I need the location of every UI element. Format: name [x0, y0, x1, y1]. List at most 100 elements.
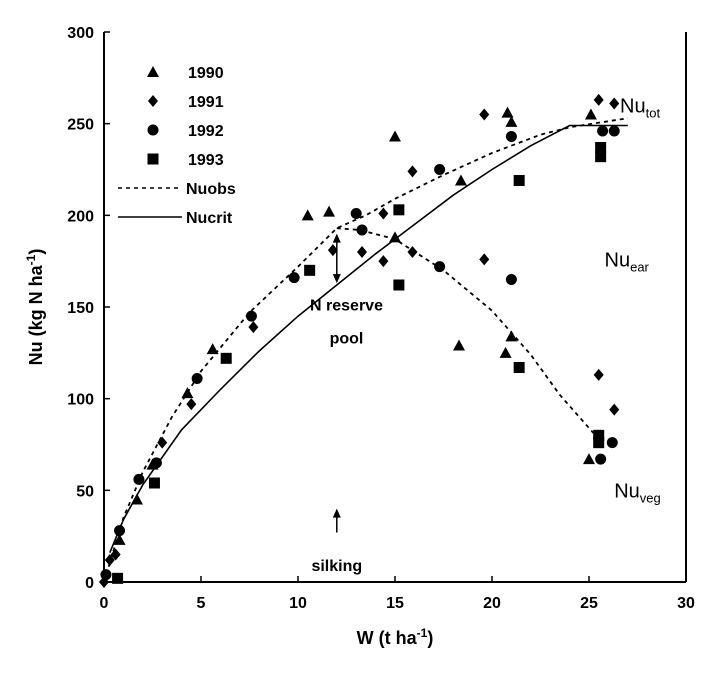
- data-point-diamond: [479, 108, 490, 121]
- data-point-circle: [133, 473, 145, 485]
- annotation-text: Nu: [605, 250, 631, 272]
- data-point-diamond: [407, 165, 418, 178]
- data-point-diamond: [407, 246, 418, 258]
- data-point-square: [220, 352, 232, 364]
- data-point-diamond: [609, 403, 620, 416]
- data-point-diamond: [479, 253, 490, 266]
- series-1991: [99, 93, 620, 588]
- data-point-square: [513, 362, 525, 373]
- data-point-diamond: [248, 321, 259, 334]
- x-label-part: W (t ha: [357, 628, 418, 648]
- data-point-square: [593, 437, 605, 449]
- data-point-diamond: [104, 554, 115, 566]
- x-tick-label: 5: [197, 595, 206, 612]
- x-axis-label: W (t ha-1): [357, 626, 434, 648]
- data-point-triangle: [583, 453, 595, 465]
- line-nuveg: [336, 227, 600, 440]
- x-label-part: ): [427, 628, 433, 648]
- data-point-triangle: [505, 330, 518, 342]
- legend-marker-diamond: [148, 95, 158, 107]
- series-1993: [112, 142, 607, 584]
- data-point-circle: [288, 272, 300, 284]
- data-point-triangle: [389, 130, 401, 142]
- legend-label: 1990: [188, 65, 224, 82]
- data-point-triangle: [389, 231, 401, 243]
- data-point-triangle: [454, 174, 467, 186]
- y-label-part: ): [26, 249, 46, 255]
- data-point-triangle: [301, 209, 314, 221]
- annotation-subscript: veg: [640, 491, 661, 506]
- line-nuobs: [103, 117, 628, 583]
- annotation-text: N reserve: [310, 298, 383, 315]
- data-point-circle: [434, 261, 446, 273]
- y-tick-label: 300: [67, 25, 94, 42]
- x-tick-label: 10: [289, 595, 307, 612]
- data-point-triangle: [499, 346, 512, 358]
- data-point-circle: [356, 224, 368, 236]
- x-tick-label: 30: [677, 595, 695, 612]
- data-point-circle: [191, 373, 203, 384]
- data-point-circle: [150, 457, 162, 469]
- data-point-square: [595, 142, 607, 153]
- annotation-text: pool: [330, 331, 364, 348]
- legend-marker-square: [147, 153, 159, 165]
- data-point-square: [513, 175, 525, 186]
- data-point-triangle: [181, 387, 194, 399]
- data-point-diamond: [378, 255, 389, 268]
- data-point-triangle: [501, 106, 514, 118]
- x-label-sup: -1: [417, 626, 428, 640]
- y-tick-label: 150: [67, 300, 94, 317]
- annotation: Nuveg: [614, 481, 661, 506]
- y-tick-label: 100: [67, 392, 94, 409]
- data-point-circle: [597, 125, 609, 137]
- data-point-diamond: [157, 436, 168, 449]
- data-point-circle: [606, 437, 618, 449]
- y-tick-label: 200: [67, 208, 94, 225]
- data-point-triangle: [130, 493, 143, 505]
- data-point-triangle: [206, 343, 219, 355]
- data-point-square: [393, 204, 405, 216]
- data-point-square: [595, 151, 607, 163]
- y-label-part: Nu (kg N ha: [26, 264, 46, 365]
- data-point-circle: [114, 525, 126, 537]
- y-axis-label: Nu (kg N ha-1): [24, 249, 46, 366]
- legend-marker-circle: [147, 124, 159, 136]
- data-point-circle: [434, 164, 446, 175]
- y-tick-label: 0: [85, 575, 94, 592]
- annotation-text: silking: [311, 558, 362, 575]
- legend: 1990 1991 1992 1993 Nuobs Nucrit: [118, 65, 236, 227]
- series-1992: [100, 125, 620, 581]
- reserve-arrow-head-down: [332, 274, 341, 284]
- annotation-text: Nu: [620, 96, 646, 118]
- data-point-triangle: [453, 339, 466, 351]
- x-tick-label: 25: [580, 595, 598, 612]
- y-tick-label: 50: [76, 483, 94, 500]
- data-point-circle: [100, 569, 112, 581]
- data-point-triangle: [323, 205, 336, 217]
- x-tick-label: 15: [386, 595, 404, 612]
- data-point-triangle: [113, 533, 126, 545]
- legend-label: 1992: [188, 123, 224, 140]
- data-point-triangle: [505, 115, 518, 127]
- y-tick-label: 250: [67, 117, 94, 134]
- data-point-diamond: [357, 246, 368, 258]
- data-point-square: [112, 572, 124, 584]
- legend-label: Nucrit: [186, 210, 233, 227]
- data-point-circle: [505, 131, 517, 142]
- annotation: N reserve: [310, 298, 383, 315]
- legend-label: 1991: [188, 94, 224, 111]
- data-point-diamond: [609, 97, 620, 110]
- data-point-square: [148, 477, 160, 489]
- data-point-diamond: [378, 207, 389, 220]
- data-point-diamond: [186, 398, 197, 411]
- data-point-diamond: [593, 93, 604, 106]
- annotation: silking: [311, 558, 362, 575]
- data-point-square: [304, 264, 316, 276]
- legend-label: Nuobs: [186, 181, 236, 198]
- annotation: pool: [330, 331, 364, 348]
- silking-arrow-head: [332, 508, 341, 518]
- x-tick-label: 0: [100, 595, 109, 612]
- data-point-diamond: [110, 548, 121, 561]
- annotation-text: Nu: [614, 481, 640, 503]
